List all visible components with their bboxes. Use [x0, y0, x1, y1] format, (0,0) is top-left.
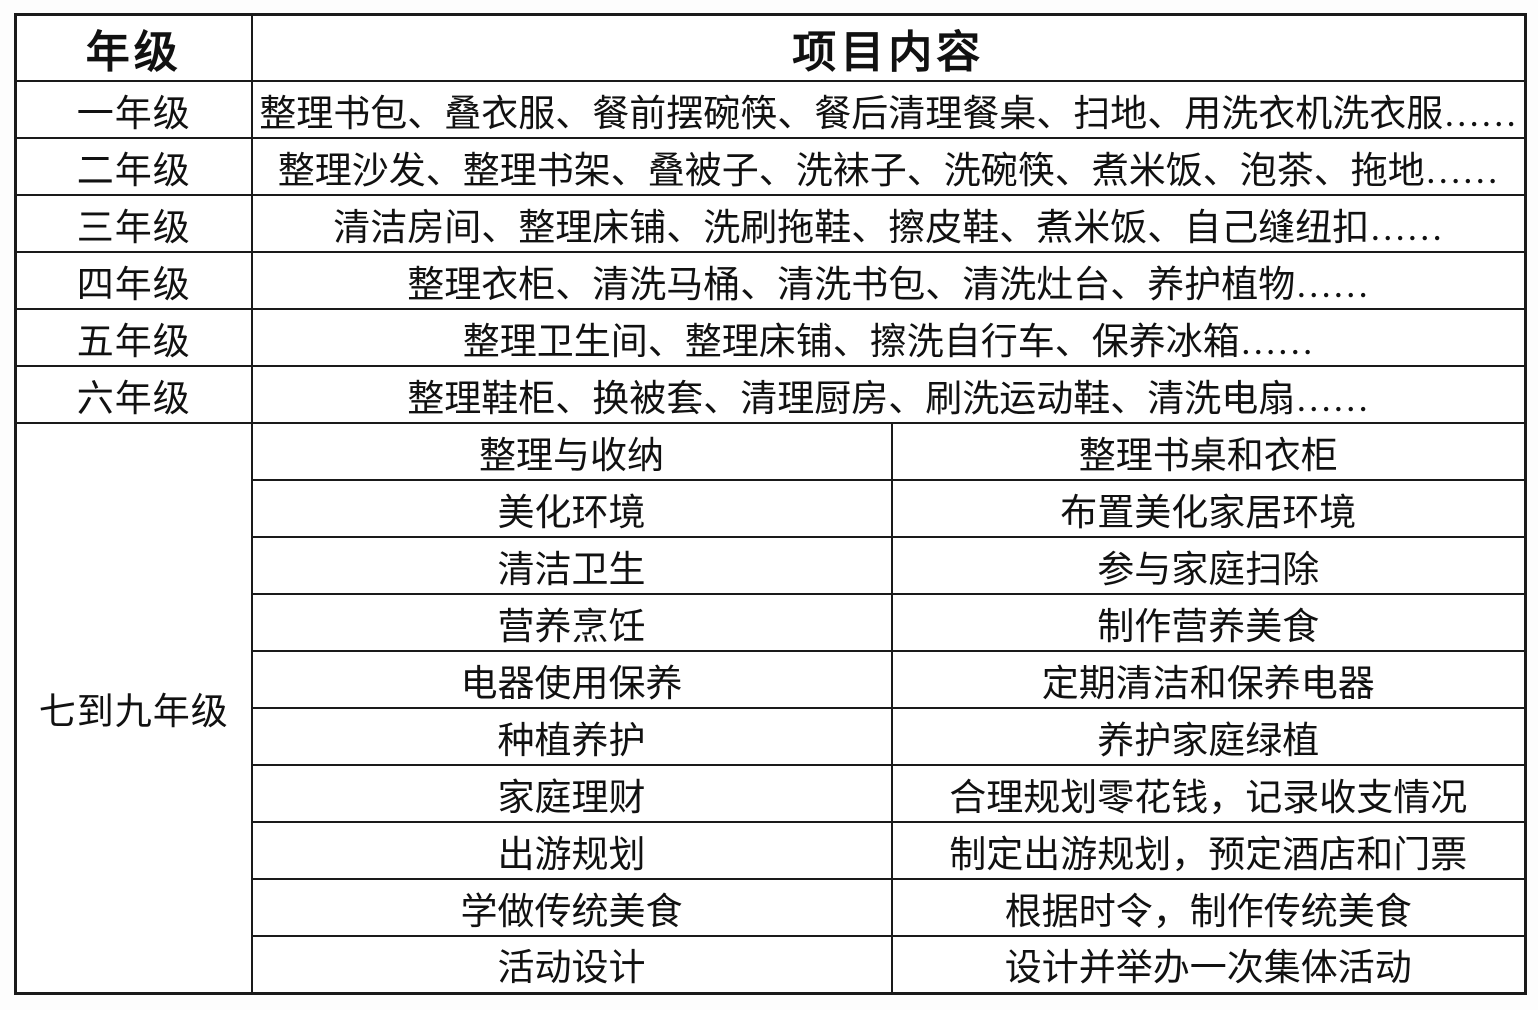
- table-row: 清洁卫生 参与家庭扫除: [16, 536, 1527, 595]
- column-header-grade: 年级: [14, 13, 253, 82]
- category-cell: 活动设计: [250, 935, 893, 994]
- description-cell: 制定出游规划，预定酒店和门票: [890, 821, 1527, 880]
- table-row: 出游规划 制定出游规划，预定酒店和门票: [16, 821, 1527, 880]
- content-cell: 整理衣柜、清洗马桶、清洗书包、清洗灶台、养护植物……: [250, 251, 1527, 310]
- description-cell: 参与家庭扫除: [890, 536, 1527, 595]
- grade-cell: 三年级: [14, 194, 253, 253]
- grade-cell: 二年级: [14, 137, 253, 196]
- table-row: 营养烹饪 制作营养美食: [16, 593, 1527, 652]
- table-row: 七到九年级 整理与收纳 整理书桌和衣柜: [14, 422, 1527, 994]
- grade-project-table: 年级 项目内容 一年级 整理书包、叠衣服、餐前摆碗筷、餐后清理餐桌、扫地、用洗衣…: [14, 13, 1527, 995]
- category-cell: 美化环境: [250, 479, 893, 538]
- category-cell: 整理与收纳: [250, 422, 893, 481]
- category-cell: 学做传统美食: [250, 878, 893, 937]
- category-cell: 电器使用保养: [250, 650, 893, 709]
- table-row: 五年级 整理卫生间、整理床铺、擦洗自行车、保养冰箱……: [14, 308, 1527, 367]
- table-row: 家庭理财 合理规划零花钱，记录收支情况: [16, 764, 1527, 823]
- category-cell: 种植养护: [250, 707, 893, 766]
- grade-cell: 四年级: [14, 251, 253, 310]
- description-cell: 布置美化家居环境: [890, 479, 1527, 538]
- content-cell: 整理书包、叠衣服、餐前摆碗筷、餐后清理餐桌、扫地、用洗衣机洗衣服……: [250, 80, 1527, 139]
- description-cell: 制作营养美食: [890, 593, 1527, 652]
- table-row: 一年级 整理书包、叠衣服、餐前摆碗筷、餐后清理餐桌、扫地、用洗衣机洗衣服……: [14, 80, 1527, 139]
- grade-cell: 六年级: [14, 365, 253, 424]
- table-row: 六年级 整理鞋柜、换被套、清理厨房、刷洗运动鞋、清洗电扇……: [14, 365, 1527, 424]
- table-row: 学做传统美食 根据时令，制作传统美食: [16, 878, 1527, 937]
- grade-cell-merged: 七到九年级: [14, 422, 253, 994]
- content-cell: 整理沙发、整理书架、叠被子、洗袜子、洗碗筷、煮米饭、泡茶、拖地……: [250, 137, 1527, 196]
- description-cell: 合理规划零花钱，记录收支情况: [890, 764, 1527, 823]
- description-cell: 整理书桌和衣柜: [890, 422, 1527, 481]
- content-cell: 清洁房间、整理床铺、洗刷拖鞋、擦皮鞋、煮米饭、自己缝纽扣……: [250, 194, 1527, 253]
- content-cell: 整理鞋柜、换被套、清理厨房、刷洗运动鞋、清洗电扇……: [250, 365, 1527, 424]
- category-cell: 出游规划: [250, 821, 893, 880]
- content-cell: 整理卫生间、整理床铺、擦洗自行车、保养冰箱……: [250, 308, 1527, 367]
- description-cell: 设计并举办一次集体活动: [890, 935, 1527, 994]
- table-row: 种植养护 养护家庭绿植: [16, 707, 1527, 766]
- table-row: 三年级 清洁房间、整理床铺、洗刷拖鞋、擦皮鞋、煮米饭、自己缝纽扣……: [14, 194, 1527, 253]
- category-cell: 家庭理财: [250, 764, 893, 823]
- table-row: 美化环境 布置美化家居环境: [16, 479, 1527, 538]
- description-cell: 根据时令，制作传统美食: [890, 878, 1527, 937]
- grade-cell: 一年级: [14, 80, 253, 139]
- column-header-content: 项目内容: [250, 13, 1527, 82]
- description-cell: 定期清洁和保养电器: [890, 650, 1527, 709]
- table-row: 四年级 整理衣柜、清洗马桶、清洗书包、清洗灶台、养护植物……: [14, 251, 1527, 310]
- category-cell: 清洁卫生: [250, 536, 893, 595]
- table-row: 电器使用保养 定期清洁和保养电器: [16, 650, 1527, 709]
- grade-cell: 五年级: [14, 308, 253, 367]
- table-header-row: 年级 项目内容: [14, 13, 1527, 82]
- description-cell: 养护家庭绿植: [890, 707, 1527, 766]
- table-row: 活动设计 设计并举办一次集体活动: [16, 935, 1527, 994]
- table-row: 二年级 整理沙发、整理书架、叠被子、洗袜子、洗碗筷、煮米饭、泡茶、拖地……: [14, 137, 1527, 196]
- category-cell: 营养烹饪: [250, 593, 893, 652]
